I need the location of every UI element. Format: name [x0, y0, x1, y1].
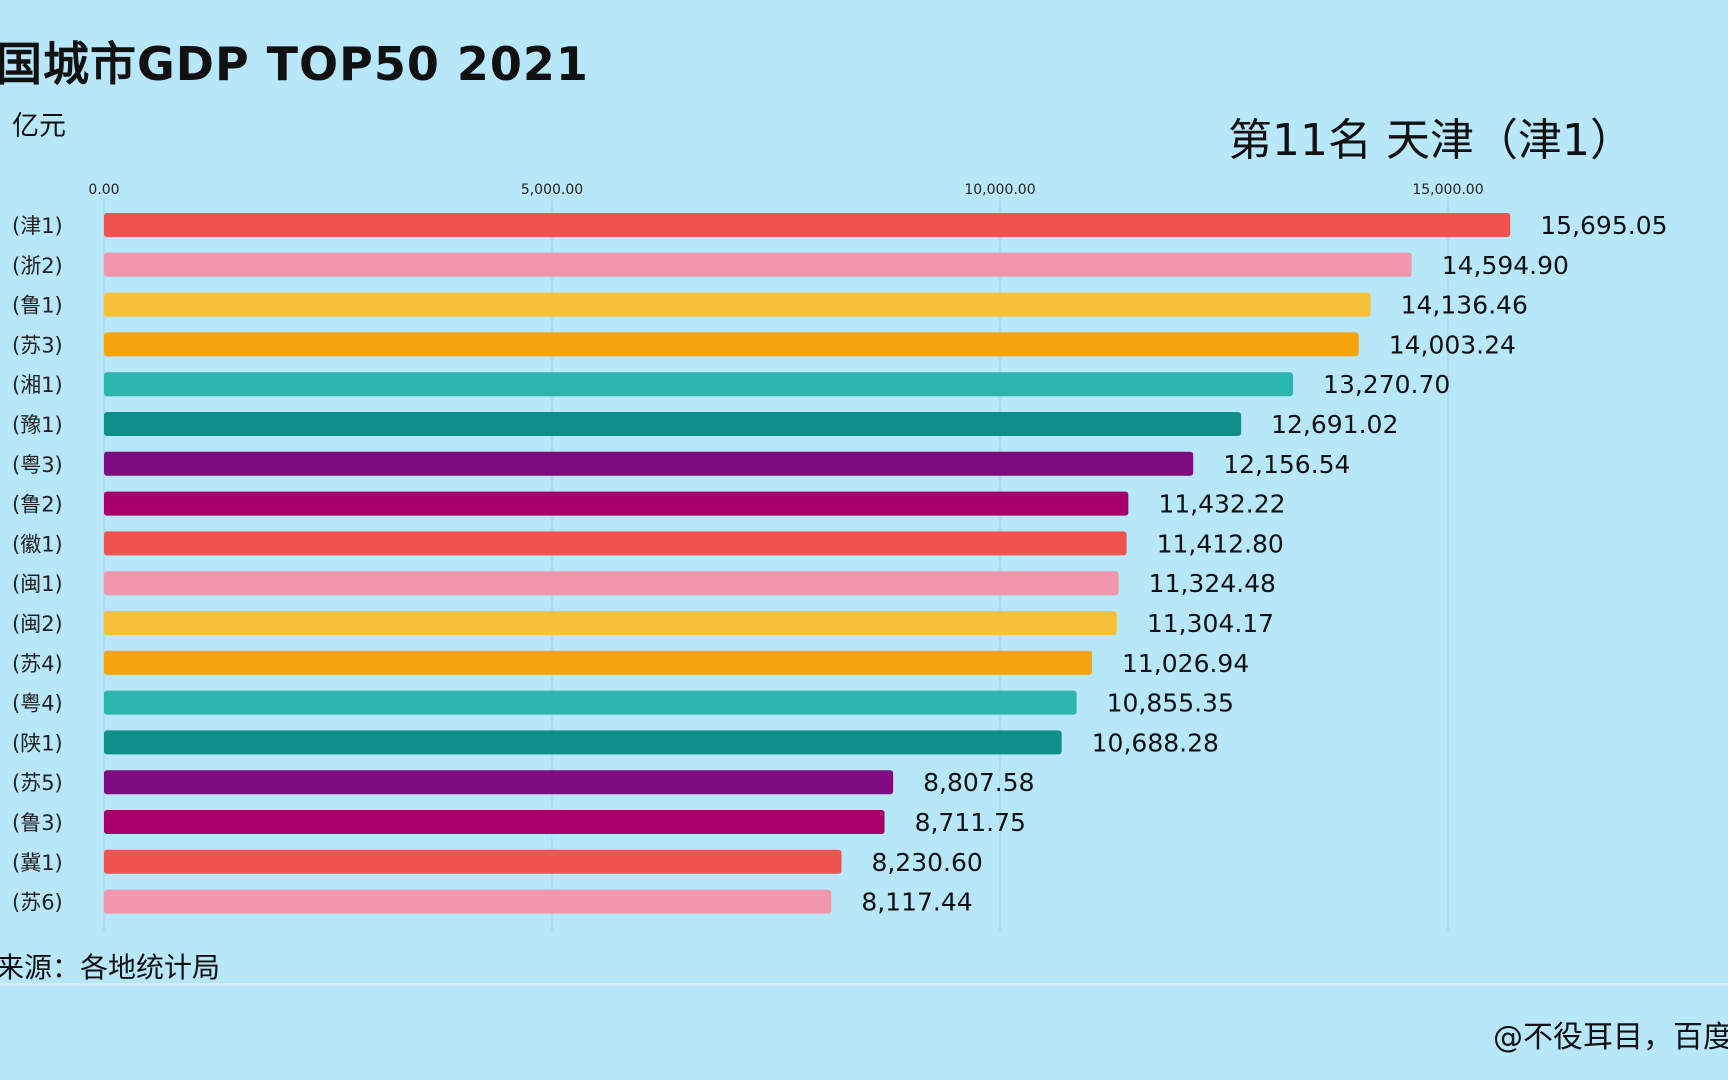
x-tick-label: 0.00	[88, 182, 119, 198]
bar	[104, 889, 832, 914]
category-label: (鲁3)	[12, 811, 63, 835]
bar	[104, 730, 1062, 755]
category-label: (粤4)	[12, 692, 63, 716]
category-label: (鲁2)	[12, 493, 63, 517]
data-label: 11,026.94	[1122, 649, 1249, 678]
bar	[104, 690, 1077, 715]
data-label: 8,711.75	[915, 808, 1026, 837]
bar	[104, 451, 1194, 476]
bar	[104, 810, 885, 834]
data-label: 15,695.05	[1540, 211, 1667, 240]
watermark: @不役耳目，百度	[1493, 1020, 1728, 1055]
x-tick-label: 10,000.00	[964, 182, 1035, 198]
data-label: 11,304.17	[1147, 609, 1274, 638]
bar-chart: 0.00 5,000.00 10,000.00 15,000.00 (津1) 15,695…	[12, 182, 1668, 931]
bar	[104, 531, 1127, 556]
source-note: 来源：各地统计局	[0, 951, 221, 984]
bar	[104, 372, 1294, 397]
data-label: 8,807.58	[923, 768, 1034, 797]
category-label: (浙2)	[12, 254, 63, 278]
x-tick-label: 5,000.00	[521, 182, 583, 198]
divider	[0, 983, 1728, 986]
category-label: (闽2)	[12, 612, 63, 636]
data-label: 8,230.60	[871, 848, 982, 877]
category-label: (苏6)	[12, 891, 63, 915]
category-label: (湘1)	[12, 373, 63, 397]
data-label: 11,432.22	[1158, 490, 1285, 519]
chart-title: 国城市GDP TOP50 2021	[0, 37, 589, 91]
category-label: (鲁1)	[12, 294, 63, 318]
current-rank-label: 第11名 天津（津1）	[1228, 115, 1634, 166]
data-label: 10,688.28	[1092, 728, 1219, 757]
data-label: 14,003.24	[1389, 330, 1516, 359]
category-label: (津1)	[12, 214, 63, 238]
category-label: (苏4)	[12, 652, 63, 676]
bar	[104, 770, 894, 795]
data-label: 8,117.44	[861, 888, 972, 917]
category-label: (豫1)	[12, 413, 63, 437]
category-label: (陕1)	[12, 731, 63, 755]
data-label: 14,136.46	[1401, 291, 1528, 320]
category-label: (徽1)	[12, 532, 63, 556]
x-tick-label: 15,000.00	[1412, 182, 1483, 198]
bar	[104, 292, 1371, 317]
category-label: (苏3)	[12, 333, 63, 357]
bar	[104, 213, 1511, 237]
category-label: (粤3)	[12, 453, 63, 477]
data-label: 11,412.80	[1157, 529, 1284, 558]
data-label: 13,270.70	[1323, 370, 1450, 399]
bar	[104, 412, 1242, 436]
data-label: 14,594.90	[1442, 251, 1569, 280]
category-label: (闽1)	[12, 572, 63, 596]
category-label: (冀1)	[12, 851, 63, 875]
bar	[104, 571, 1119, 596]
data-label: 11,324.48	[1149, 569, 1276, 598]
data-label: 12,156.54	[1223, 450, 1350, 479]
data-label: 12,691.02	[1271, 410, 1398, 439]
bar	[104, 650, 1093, 675]
bar	[104, 611, 1117, 635]
bar	[104, 332, 1359, 357]
bar	[104, 252, 1412, 277]
bar	[104, 491, 1129, 516]
category-label: (苏5)	[12, 771, 63, 795]
data-label: 10,855.35	[1107, 689, 1234, 718]
bar	[104, 849, 842, 874]
unit-label: 亿元	[12, 111, 66, 142]
